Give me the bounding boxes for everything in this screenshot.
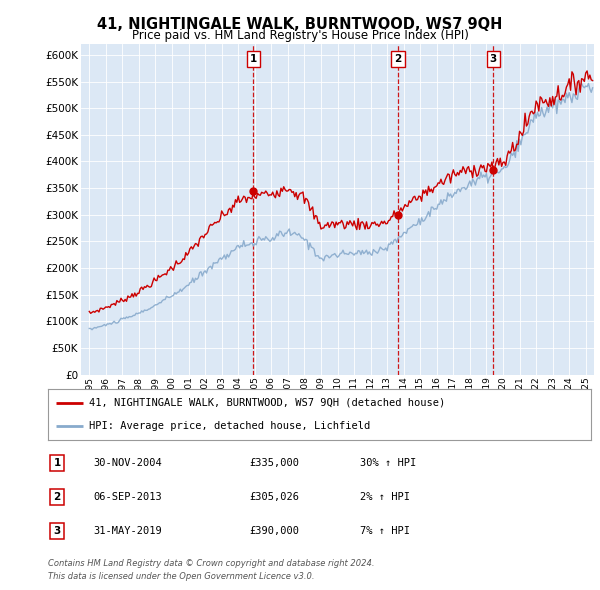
Text: Price paid vs. HM Land Registry's House Price Index (HPI): Price paid vs. HM Land Registry's House … [131,30,469,42]
Text: 2: 2 [395,54,402,64]
Text: £390,000: £390,000 [249,526,299,536]
Text: This data is licensed under the Open Government Licence v3.0.: This data is licensed under the Open Gov… [48,572,314,581]
Text: Contains HM Land Registry data © Crown copyright and database right 2024.: Contains HM Land Registry data © Crown c… [48,559,374,568]
Text: £305,026: £305,026 [249,492,299,502]
Text: 3: 3 [490,54,497,64]
Text: 31-MAY-2019: 31-MAY-2019 [93,526,162,536]
Text: 41, NIGHTINGALE WALK, BURNTWOOD, WS7 9QH (detached house): 41, NIGHTINGALE WALK, BURNTWOOD, WS7 9QH… [89,398,445,408]
Text: 06-SEP-2013: 06-SEP-2013 [93,492,162,502]
Text: £335,000: £335,000 [249,458,299,468]
Text: 1: 1 [250,54,257,64]
Text: 7% ↑ HPI: 7% ↑ HPI [360,526,410,536]
Text: HPI: Average price, detached house, Lichfield: HPI: Average price, detached house, Lich… [89,421,370,431]
Text: 2% ↑ HPI: 2% ↑ HPI [360,492,410,502]
Text: 1: 1 [53,458,61,468]
Text: 30-NOV-2004: 30-NOV-2004 [93,458,162,468]
Text: 41, NIGHTINGALE WALK, BURNTWOOD, WS7 9QH: 41, NIGHTINGALE WALK, BURNTWOOD, WS7 9QH [97,17,503,31]
Text: 2: 2 [53,492,61,502]
Text: 30% ↑ HPI: 30% ↑ HPI [360,458,416,468]
Text: 3: 3 [53,526,61,536]
